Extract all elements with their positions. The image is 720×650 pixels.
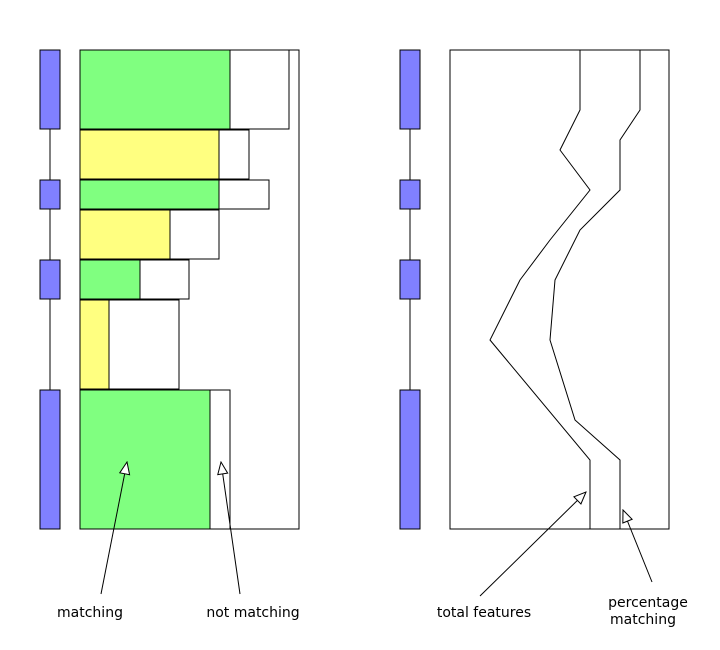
left-gene-track (39, 49, 61, 530)
right-exon-3 (399, 259, 421, 300)
bar-group (79, 49, 290, 530)
bar-not-matching-5 (139, 259, 190, 300)
bar-not-matching-1 (229, 49, 290, 130)
percentage-matching-line (549, 50, 641, 529)
total-features-pointer (479, 492, 586, 597)
percentage-matching-label-line2: matching (610, 612, 676, 628)
right-panel-frame (449, 49, 670, 530)
left-exon-1 (39, 49, 61, 130)
right-panel: total features percentage matching (399, 49, 688, 628)
right-exon-1 (399, 49, 421, 130)
total-features-line (489, 50, 591, 529)
right-exon-4 (399, 389, 421, 530)
matching-pointer (100, 462, 127, 595)
right-gene-track (399, 49, 421, 530)
bar-not-matching-2 (218, 129, 250, 180)
bar-matching-7 (79, 389, 211, 530)
not-matching-pointer (221, 462, 241, 595)
bar-not-matching-3 (218, 179, 270, 210)
bar-not-matching-4 (169, 209, 220, 260)
percentage-matching-label-line1: percentage (608, 595, 688, 611)
bar-not-matching-6 (108, 299, 180, 390)
right-exon-2 (399, 179, 421, 210)
left-exon-2 (39, 179, 61, 210)
bar-matching-2 (79, 129, 220, 180)
percentage-matching-pointer (623, 510, 653, 583)
left-panel: matching not matching (39, 49, 300, 621)
total-features-label: total features (437, 605, 531, 621)
bar-matching-5 (79, 259, 141, 300)
bar-matching-6 (79, 299, 110, 390)
bar-matching-4 (79, 209, 171, 260)
not-matching-label: not matching (206, 605, 299, 621)
left-exon-4 (39, 389, 61, 530)
left-exon-3 (39, 259, 61, 300)
bar-matching-3 (79, 179, 220, 210)
bar-matching-1 (79, 49, 231, 130)
matching-label: matching (57, 605, 123, 621)
bar-not-matching-7 (209, 389, 231, 530)
